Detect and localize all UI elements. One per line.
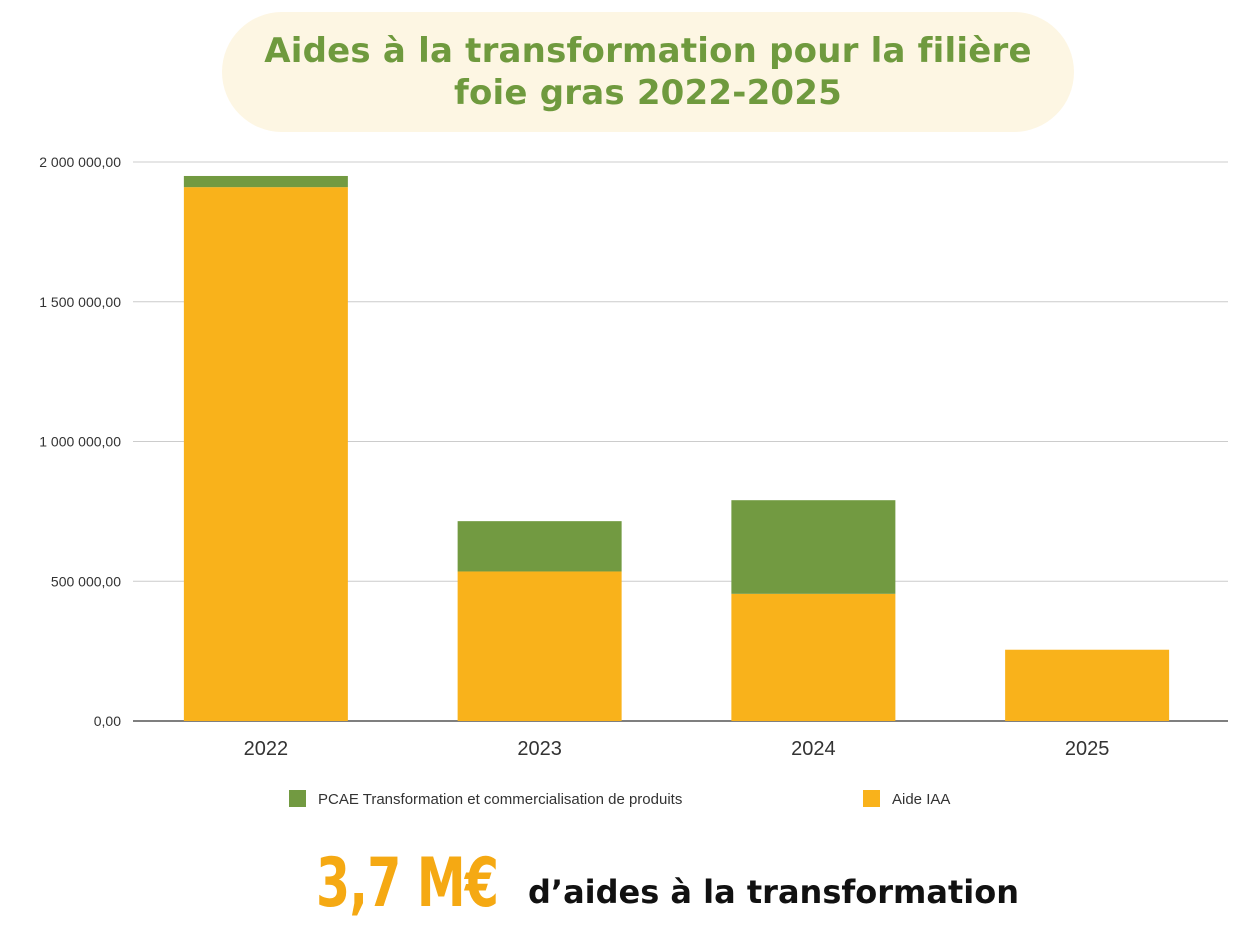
total-amount: 3,7 M€ xyxy=(316,844,499,923)
y-tick-label: 500 000,00 xyxy=(51,573,121,589)
bar-aide-iaa-2023 xyxy=(457,571,622,721)
title-banner xyxy=(222,12,1074,132)
bar-aide-iaa-2025 xyxy=(1005,649,1170,721)
bar-aide-iaa-2022 xyxy=(183,187,348,721)
total-caption: d’aides à la transformation xyxy=(528,873,1020,911)
bar-aide-iaa-2024 xyxy=(731,593,896,721)
y-tick-label: 0,00 xyxy=(94,713,121,729)
bar-pcae-2023 xyxy=(457,521,622,572)
chart-title-line1: Aides à la transformation pour la filièr… xyxy=(264,31,1032,71)
legend-label: PCAE Transformation et commercialisation… xyxy=(318,791,682,808)
legend-label: Aide IAA xyxy=(892,791,950,808)
chart-title-line2: foie gras 2022-2025 xyxy=(454,73,842,113)
stacked-bar-chart: 0,00 500 000,00 1 000 000,00 1 500 000,00 2 … xyxy=(39,154,1228,808)
chart-title: Aides à la transformation pour la filièr… xyxy=(222,30,1074,114)
x-tick-label: 2024 xyxy=(791,738,836,760)
bar-pcae-2022 xyxy=(183,175,348,188)
y-tick-label: 2 000 000,00 xyxy=(39,154,121,170)
legend-swatch xyxy=(289,790,306,807)
x-tick-label: 2025 xyxy=(1065,738,1110,760)
y-tick-label: 1 000 000,00 xyxy=(39,434,121,450)
legend-swatch xyxy=(863,790,880,807)
x-tick-label: 2023 xyxy=(517,738,562,760)
bar-pcae-2024 xyxy=(731,500,896,594)
y-tick-label: 1 500 000,00 xyxy=(39,294,121,310)
x-tick-label: 2022 xyxy=(244,738,289,760)
